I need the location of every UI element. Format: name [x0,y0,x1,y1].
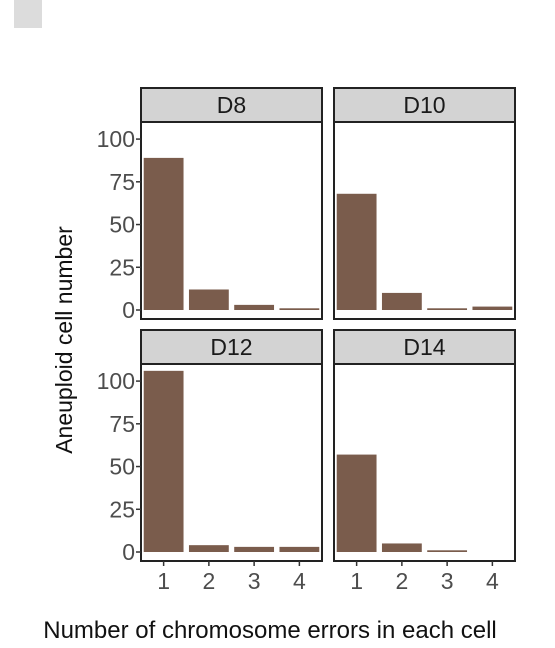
bar [188,545,229,552]
panel-frame [140,121,323,320]
bar [381,292,422,310]
x-axis-title: Number of chromosome errors in each cell [43,617,497,644]
x-tick-label: 1 [157,568,170,594]
x-tick-label: 2 [202,568,215,594]
bar [472,306,513,310]
panel-frame [333,121,516,320]
x-tick-label: 4 [486,568,499,594]
bar [234,304,275,310]
bar [279,546,320,552]
bar [143,157,184,310]
bar [427,550,468,552]
bar [234,546,275,552]
x-tick-label: 1 [350,568,363,594]
y-tick-label: 50 [109,212,135,238]
y-tick-label: 100 [97,126,135,152]
bar [381,543,422,552]
panel-title: D14 [403,334,445,360]
y-axis-title: Aneuploid cell number [51,226,77,454]
y-tick-label: 25 [109,496,135,522]
panel-title: D12 [210,334,252,360]
panel-frame [333,363,516,562]
panel-strip [333,329,516,365]
bar [279,308,320,310]
bar [336,454,377,552]
panel-strip [333,87,516,123]
panel-strip [140,87,323,123]
bar [336,193,377,310]
panel-strip [140,329,323,365]
y-tick-label: 25 [109,254,135,280]
x-tick-label: 3 [248,568,261,594]
y-tick-label: 75 [109,169,135,195]
panel-title: D8 [217,92,246,118]
x-tick-label: 4 [293,568,306,594]
panel-title: D10 [403,92,445,118]
x-tick-label: 3 [441,568,454,594]
bar [188,289,229,310]
corner-tab [14,0,42,28]
y-tick-label: 75 [109,411,135,437]
y-tick-label: 50 [109,454,135,480]
bar [143,370,184,552]
y-tick-label: 0 [122,297,135,323]
x-tick-label: 2 [395,568,408,594]
panel-frame [140,363,323,562]
y-tick-label: 100 [97,368,135,394]
y-tick-label: 0 [122,539,135,565]
bar [427,308,468,310]
